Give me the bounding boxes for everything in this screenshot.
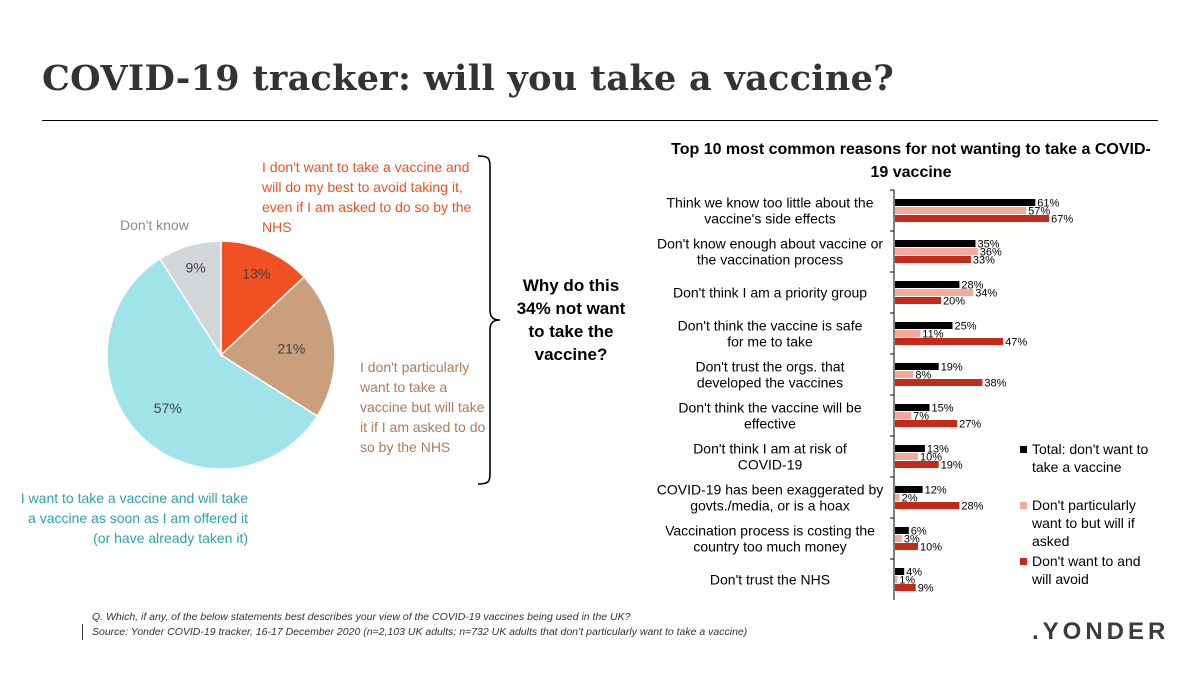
bar-will-if-asked bbox=[895, 494, 900, 501]
bar-avoid bbox=[895, 461, 939, 468]
bar-value-label: 36% bbox=[980, 247, 1002, 259]
question-text: Why do this 34% not want to take the vac… bbox=[516, 276, 626, 364]
bar-total bbox=[895, 486, 923, 493]
bar-value-label: 2% bbox=[902, 493, 918, 505]
bar-will-if-asked bbox=[895, 289, 974, 296]
bar-total bbox=[895, 240, 976, 247]
bar-avoid bbox=[895, 420, 958, 427]
bar-value-label: 8% bbox=[915, 370, 931, 382]
bar-total bbox=[895, 527, 909, 534]
bar-avoid bbox=[895, 256, 971, 263]
legend-label-will-if-asked: Don't particularly want to but will if a… bbox=[1032, 497, 1136, 549]
legend-swatch-avoid bbox=[1020, 558, 1027, 565]
bar-avoid bbox=[895, 502, 960, 509]
category-label: Don't think I am a priority group bbox=[673, 285, 867, 301]
pie-slice-will-if-asked bbox=[219, 275, 336, 418]
bar-avoid bbox=[895, 215, 1050, 222]
bar-value-label: 38% bbox=[984, 378, 1006, 390]
bar-total bbox=[895, 199, 1036, 206]
bar-value-label: 11% bbox=[922, 329, 943, 341]
pie-legend-label-dont-know: Don't know bbox=[120, 217, 189, 233]
bar-value-label: 67% bbox=[1051, 214, 1073, 226]
bar-avoid bbox=[895, 379, 983, 386]
bar-value-label: 34% bbox=[975, 288, 997, 300]
pie-legend-label-will-if-asked: I don't particularly want to take a vacc… bbox=[360, 359, 486, 455]
bar-value-label: 33% bbox=[973, 255, 995, 267]
category-label: Don't trust the NHS bbox=[710, 572, 830, 588]
bar-value-label: 28% bbox=[961, 501, 983, 513]
bar-avoid bbox=[895, 543, 918, 550]
bar-will-if-asked bbox=[895, 412, 912, 419]
footnote-question: Q. Which, if any, of the below statement… bbox=[92, 611, 631, 623]
category-label: Don't trust the orgs. that developed the … bbox=[696, 359, 845, 391]
legend-swatch-total bbox=[1020, 446, 1027, 453]
legend-label-avoid: Don't want to and will avoid bbox=[1032, 553, 1141, 587]
pie-value-will-if-asked: 21% bbox=[277, 340, 305, 356]
bar-value-label: 3% bbox=[904, 534, 920, 546]
title-divider bbox=[42, 120, 1158, 121]
bar-total bbox=[895, 568, 905, 575]
footnote-source: Source: Yonder COVID-19 tracker, 16-17 D… bbox=[92, 626, 748, 638]
bracket bbox=[477, 155, 501, 485]
bar-value-label: 19% bbox=[941, 460, 963, 472]
bar-will-if-asked bbox=[895, 330, 921, 337]
category-label: Don't think the vaccine will be effective bbox=[678, 400, 861, 432]
bar-chart-title: Top 10 most common reasons for not wanti… bbox=[671, 141, 1151, 181]
footnote-divider bbox=[82, 624, 83, 640]
bar-value-label: 4% bbox=[906, 567, 922, 579]
pie-value-will-take: 57% bbox=[154, 400, 182, 416]
bar-value-label: 13% bbox=[927, 444, 949, 456]
legend-swatch-will-if-asked bbox=[1020, 502, 1027, 509]
bar-will-if-asked bbox=[895, 453, 918, 460]
pie-slice-will-take bbox=[106, 257, 319, 470]
yonder-logo: .YONDER bbox=[1032, 618, 1170, 645]
bar-value-label: 19% bbox=[941, 362, 963, 374]
bar-value-label: 27% bbox=[959, 419, 981, 431]
page-title: COVID-19 tracker: will you take a vaccin… bbox=[42, 58, 895, 99]
bar-value-label: 7% bbox=[913, 411, 929, 423]
category-label: Think we know too little about the vaccin… bbox=[666, 195, 873, 227]
bar-total bbox=[895, 445, 925, 452]
bar-value-label: 6% bbox=[911, 526, 927, 538]
category-label: Don't think I am at risk of COVID-19 bbox=[693, 441, 847, 473]
bar-value-label: 10% bbox=[920, 452, 942, 464]
bar-value-label: 15% bbox=[932, 403, 954, 415]
bar-avoid bbox=[895, 338, 1004, 345]
bar-total bbox=[895, 363, 939, 370]
bar-will-if-asked bbox=[895, 576, 898, 583]
bar-value-label: 47% bbox=[1005, 337, 1027, 349]
bar-value-label: 25% bbox=[955, 321, 977, 333]
bar-will-if-asked bbox=[895, 248, 978, 255]
bar-value-label: 61% bbox=[1037, 198, 1059, 210]
bar-will-if-asked bbox=[895, 535, 902, 542]
bar-total bbox=[895, 322, 953, 329]
bar-total bbox=[895, 404, 930, 411]
category-label: COVID-19 has been exaggerated by govts./m… bbox=[657, 482, 883, 514]
bar-value-label: 20% bbox=[943, 296, 965, 308]
bar-will-if-asked bbox=[895, 207, 1027, 214]
pie-legend-label-will-take: I want to take a vaccine and will take a… bbox=[20, 490, 248, 546]
pie-legend-label-avoid: I don't want to take a vaccine and will … bbox=[262, 159, 472, 235]
pie-slice-dont-know bbox=[158, 240, 222, 358]
bar-value-label: 57% bbox=[1028, 206, 1050, 218]
legend-label-total: Total: don't want to take a vaccine bbox=[1032, 441, 1149, 475]
bar-value-label: 1% bbox=[899, 575, 915, 587]
bar-will-if-asked bbox=[895, 371, 914, 378]
pie-slice-avoid bbox=[220, 240, 306, 357]
category-label: Don't think the vaccine is safe for me to… bbox=[678, 318, 863, 350]
pie-value-dont-know: 9% bbox=[185, 259, 205, 275]
bar-value-label: 12% bbox=[925, 485, 947, 497]
bar-value-label: 28% bbox=[961, 280, 983, 292]
bar-total bbox=[895, 281, 960, 288]
bar-avoid bbox=[895, 297, 941, 304]
bar-avoid bbox=[895, 584, 916, 591]
bar-value-label: 35% bbox=[978, 239, 1000, 251]
bar-value-label: 9% bbox=[918, 583, 934, 595]
category-label: Don't know enough about vaccine or the va… bbox=[657, 236, 883, 268]
category-label: Vaccination process is costing the countr… bbox=[665, 523, 875, 555]
bar-value-label: 10% bbox=[920, 542, 942, 554]
pie-value-avoid: 13% bbox=[242, 265, 270, 281]
